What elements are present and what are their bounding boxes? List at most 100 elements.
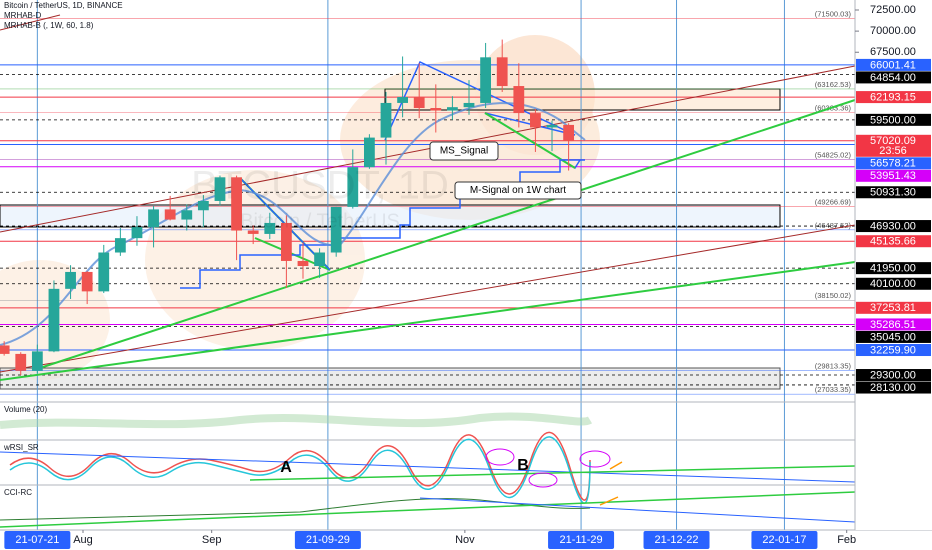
x-tick-label: Feb	[837, 534, 856, 546]
candle-body	[480, 57, 492, 103]
candle-body	[363, 137, 375, 168]
level-label: 41950.00	[870, 263, 916, 275]
level-label: 35045.00	[870, 331, 916, 343]
level-label-box	[856, 58, 931, 71]
annotation: B	[517, 457, 529, 474]
subtitle: MRHAB-D	[4, 11, 42, 20]
fib-label: (27033.35)	[815, 385, 852, 394]
annotation: M-Signal on 1W chart	[470, 185, 566, 196]
trendline	[0, 14, 61, 31]
candle-body	[48, 288, 60, 352]
level-label: 28130.00	[870, 382, 916, 394]
level-label-box	[856, 381, 931, 394]
candle-body	[463, 102, 475, 108]
x-marker-label: 21-12-22	[655, 534, 699, 546]
candle-body	[31, 351, 43, 371]
candle-body	[496, 57, 508, 87]
trendline	[0, 261, 856, 381]
x-marker-label: 22-01-17	[762, 534, 806, 546]
x-marker-box	[548, 531, 615, 549]
candle-body	[131, 227, 143, 239]
level-label-box	[856, 113, 931, 126]
candle-body	[197, 200, 209, 211]
candles	[0, 39, 575, 376]
candle-body	[513, 86, 525, 114]
fib-label: (71500.03)	[815, 9, 852, 18]
candle-body	[181, 210, 193, 220]
trendlines	[0, 14, 856, 381]
pattern	[384, 60, 581, 170]
levels: (71500.03)(63162.53)(60383.36)(54825.02)…	[0, 0, 855, 530]
indicator-name: CCI-RC	[4, 488, 32, 497]
arrow	[599, 461, 623, 506]
y-tick-label: 70000.00	[870, 25, 916, 37]
candle-body	[430, 108, 442, 111]
candle-body	[447, 107, 458, 111]
title: Bitcoin / TetherUS, 1D, BINANCE	[4, 1, 123, 10]
level-label: 40100.00	[870, 278, 916, 290]
level-label: 32259.90	[870, 344, 916, 356]
indicator-name: Volume (20)	[4, 405, 47, 414]
candle-body	[347, 167, 359, 207]
candle-body	[98, 252, 110, 292]
candle-body	[314, 252, 325, 267]
fib-label: (54825.02)	[815, 150, 852, 159]
candle-body	[280, 222, 292, 261]
level-label-box	[856, 235, 931, 248]
annotation: MS_Signal	[440, 146, 488, 157]
level-label: 56578.21	[870, 158, 916, 170]
subtitle: MRHAB-B (, 1W, 60, 1.8)	[4, 21, 94, 30]
level-label-box	[856, 71, 931, 84]
watermark-sub: Bitcoin / TetherUS	[240, 210, 400, 232]
candle-body	[65, 271, 76, 289]
candle-body	[247, 230, 259, 234]
x-axis: Aug Sep Nov Feb 21-07-21 21-09-29 21-11-29 21-1…	[0, 530, 932, 550]
fib-label: (29813.35)	[815, 362, 852, 371]
volume-band	[0, 412, 593, 429]
level-label-box	[856, 318, 931, 331]
callout	[454, 181, 582, 200]
level-label-box	[856, 91, 931, 104]
trendline	[249, 465, 856, 481]
watermark: BTCUSDT, 1D	[191, 164, 449, 208]
level-sublabel: 23:56	[879, 145, 907, 157]
x-marker-box	[751, 531, 818, 549]
level-label-box	[856, 186, 931, 199]
candle-body	[297, 260, 309, 267]
wrsi-line	[9, 436, 591, 504]
fib-label: (38150.02)	[815, 291, 852, 300]
candle-body	[397, 97, 408, 103]
y-tick-label: 67500.00	[870, 46, 916, 58]
trendline	[0, 65, 856, 233]
level-label-box	[856, 344, 931, 357]
level-label-box	[856, 369, 931, 382]
candle-body	[563, 124, 575, 141]
fib-label: (46487.52)	[815, 221, 852, 230]
level-label: 35286.51	[870, 319, 916, 331]
marker	[528, 472, 558, 488]
callout	[429, 141, 499, 161]
level-label-box	[856, 169, 931, 182]
candle-body	[413, 97, 425, 109]
level-label: 46930.00	[870, 220, 916, 232]
level-label-box	[856, 220, 931, 233]
x-marker-box	[4, 531, 71, 549]
level-label: 62193.15	[870, 91, 916, 103]
level-label: 45135.66	[870, 236, 916, 248]
fib-label: (49266.69)	[815, 197, 852, 206]
y-tick-label: 72500.00	[870, 4, 916, 16]
x-tick-label: Aug	[73, 534, 93, 546]
candle-body	[264, 222, 276, 234]
indicator-decor	[0, 412, 856, 528]
level-label: 57020.09	[870, 135, 916, 147]
fib-label: (63162.53)	[815, 80, 852, 89]
trendline	[39, 99, 856, 369]
y-axis: 72500.00 70000.00 67500.0066001.4164854.00…	[854, 0, 932, 530]
candle-body	[81, 271, 93, 292]
candle-body	[214, 177, 226, 201]
candle-body	[15, 353, 27, 371]
candle-body	[0, 345, 10, 354]
trendline	[0, 451, 856, 483]
level-label: 29300.00	[870, 369, 916, 381]
